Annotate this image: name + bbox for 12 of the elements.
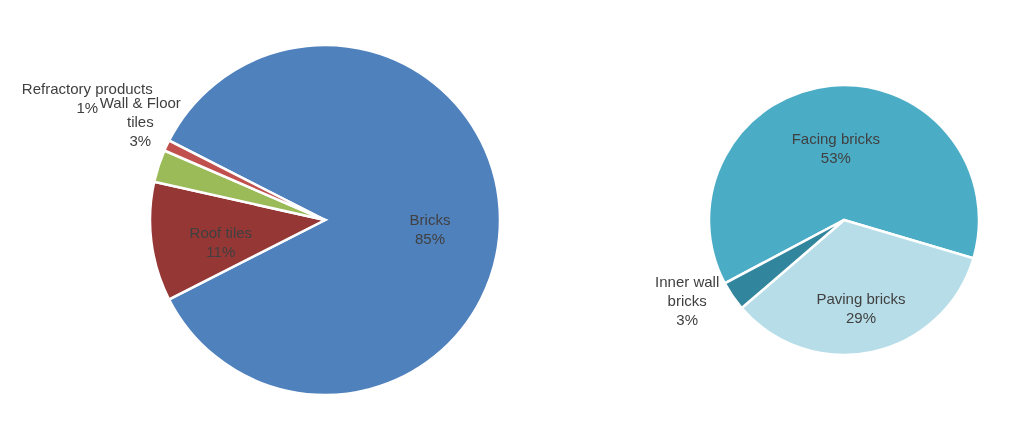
data-label: 1% bbox=[76, 99, 99, 117]
slice-label: Roof tiles bbox=[189, 224, 253, 242]
data-label: 3% bbox=[129, 131, 152, 149]
slice-label: Bricks bbox=[409, 211, 451, 228]
data-label: 85% bbox=[414, 230, 446, 247]
data-label: 29% bbox=[845, 309, 877, 327]
slice-label: Facing bricks bbox=[791, 130, 881, 148]
data-label: 11% bbox=[206, 243, 236, 261]
slice-label: Paving bricks bbox=[816, 290, 906, 308]
data-label: 3% bbox=[676, 311, 698, 329]
data-label: 53% bbox=[820, 149, 851, 167]
slice-label: Inner wall bricks bbox=[655, 273, 720, 310]
